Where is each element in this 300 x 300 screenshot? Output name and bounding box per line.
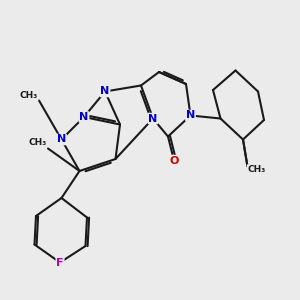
Text: F: F (56, 257, 64, 268)
Text: N: N (57, 134, 66, 145)
Text: O: O (169, 155, 179, 166)
Text: CH₃: CH₃ (28, 138, 46, 147)
Text: CH₃: CH₃ (20, 92, 38, 100)
Text: N: N (186, 110, 195, 121)
Text: N: N (80, 112, 88, 122)
Text: CH₃: CH₃ (248, 165, 266, 174)
Text: N: N (148, 113, 158, 124)
Text: N: N (100, 86, 109, 97)
